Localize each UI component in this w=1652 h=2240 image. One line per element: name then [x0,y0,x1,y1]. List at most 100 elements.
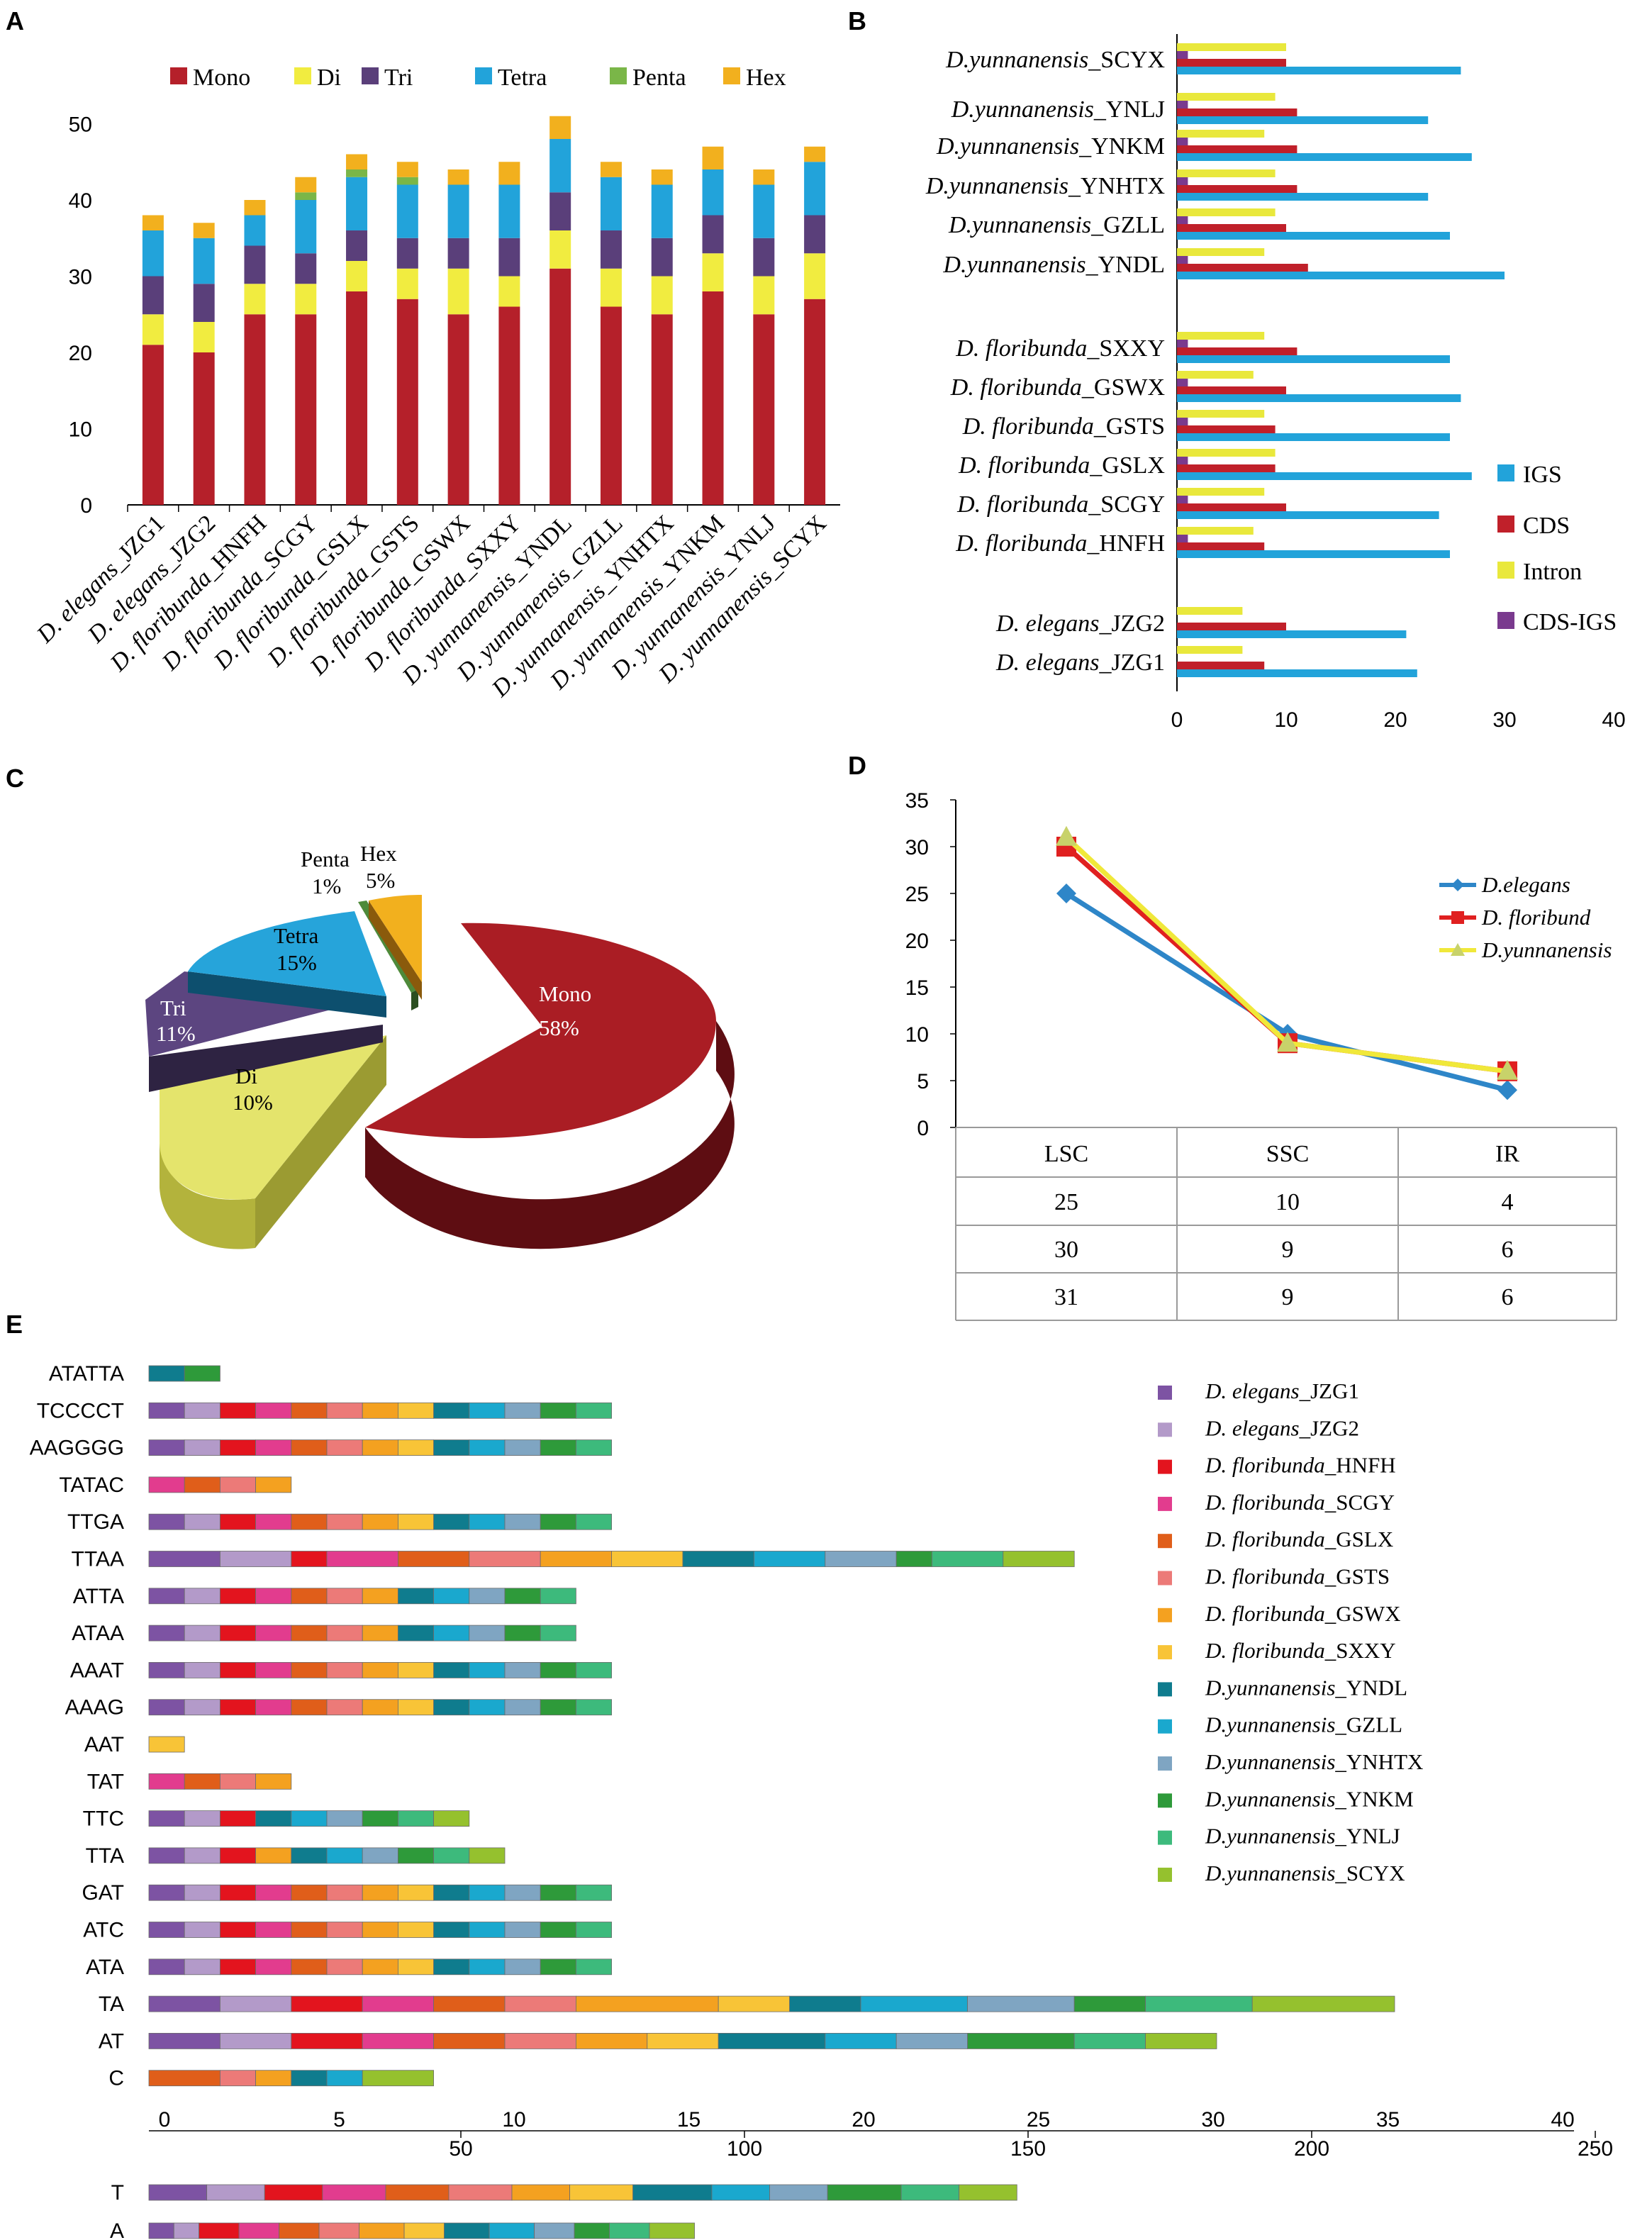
e-bar-aaag-d-floribunda-hnfh [219,1699,256,1716]
a-bar-di-d-floribunda-hnfh [244,284,266,315]
e-bar-ataa-d-elegans-jzg2 [184,1625,221,1642]
a-bar-hex-d-floribunda-gslx [346,154,368,169]
d-legend-label-d-yunnanensis: D.yunnanensis [1481,937,1612,962]
b-bar-cds-d-yunnanensis-ynkm [1177,145,1297,153]
a-bar-di-d-floribunda-sxxy [498,276,520,307]
e-legend-label-d-elegans-jzg2: D. elegans_JZG2 [1205,1415,1359,1440]
e-bar-atta-d-yunnanensis-ynlj [540,1588,576,1605]
e-bar-ttaa-d-floribunda-gswx [540,1551,613,1567]
e-legend-swatch-d-elegans-jzg1 [1158,1386,1172,1400]
b-bar-igs-d-floribunda-gslx [1177,472,1472,480]
e-bar-t-d-floribunda-gswx [511,2184,570,2201]
a-bar-tri-d-floribunda-scgy [295,253,317,284]
d-marker-d-elegans-2 [1497,1080,1517,1101]
a-legend-label-tri: Tri [384,65,413,91]
d-marker-d-elegans-0 [1056,884,1076,903]
a-bar-di-d-floribunda-gslx [346,261,368,291]
e-row-label-at: AT [99,2029,124,2053]
b-bar-intron-d-yunnanensis-ynhtx [1177,169,1276,177]
e-bar-c-d-floribunda-gslx [148,2070,221,2087]
e-row-label-ataa: ATAA [72,1622,124,1645]
e-top-x-tick-20: 20 [852,2108,875,2132]
e-bar-ataa-d-yunnanensis-yndl [398,1625,435,1642]
b-bar-cds-igs-d-yunnanensis-ynkm [1177,138,1188,145]
e-bar-atc-d-yunnanensis-yndl [433,1922,470,1938]
a-bar-tri-d-floribunda-gsts [396,238,418,269]
e-bar-aaat-d-yunnanensis-gzll [469,1661,506,1678]
e-bar-a-d-yunnanensis-ynhtx [534,2222,575,2239]
e-bar-ata-d-floribunda-scgy [255,1958,292,1976]
e-bar-ata-d-yunnanensis-yndl [433,1958,470,1976]
e-bar-gat-d-yunnanensis-ynkm [540,1884,576,1901]
e-bar-gat-d-elegans-jzg1 [148,1884,185,1901]
e-bar-aaag-d-floribunda-gswx [362,1699,398,1716]
e-top-x-tick-15: 15 [677,2108,701,2132]
a-legend-swatch-hex [723,67,740,84]
e-bar-t-d-floribunda-scgy [322,2184,386,2201]
e-bar-ttga-d-floribunda-gslx [291,1513,328,1530]
e-top-x-tick-10: 10 [502,2108,525,2132]
e-bar-ttc-d-yunnanensis-yndl [255,1810,292,1827]
e-legend-swatch-d-floribunda-sxxy [1158,1645,1172,1660]
pie-slice-mono-side [365,1021,735,1249]
e-legend-swatch-d-yunnanensis-ynkm [1158,1793,1172,1808]
e-row-label-tcccct: TCCCCT [37,1399,124,1422]
a-bar-tetra-d-floribunda-hnfh [244,215,266,246]
e-bar-gat-d-elegans-jzg2 [184,1884,221,1901]
e-bar-tta-d-yunnanensis-gzll [326,1847,363,1864]
b-legend-swatch-intron [1497,562,1514,579]
e-bar-atc-d-floribunda-gsts [326,1922,363,1938]
a-bar-tetra-d-floribunda-scgy [295,200,317,254]
b-y-label-d-yunnanensis-scyx: D.yunnanensis_SCYX [945,47,1165,73]
d-y-tick-20: 20 [905,930,929,953]
pie-label-hex-pct: 5% [366,868,395,893]
e-bar-aaat-d-yunnanensis-yndl [433,1661,470,1678]
e-legend-label-d-floribunda-gswx: D. floribunda_GSWX [1205,1601,1401,1626]
e-bar-aaat-d-yunnanensis-ynlj [576,1661,613,1678]
b-bar-igs-d-floribunda-gsts [1177,433,1450,441]
e-bar-aaat-d-elegans-jzg1 [148,1661,185,1678]
e-bar-atc-d-yunnanensis-gzll [469,1922,506,1938]
a-bar-mono-d-floribunda-hnfh [244,314,266,505]
d-table-header-lsc: LSC [1044,1141,1088,1167]
e-bar-at-d-floribunda-gslx [433,2032,506,2049]
b-bar-cds-d-floribunda-scgy [1177,503,1286,511]
e-row-label-t: T [111,2181,124,2205]
e-bar-atc-d-yunnanensis-ynkm [540,1922,576,1938]
e-bar-at-d-yunnanensis-gzll [825,2032,897,2049]
b-y-label-d-floribunda-gslx: D. floribunda_GSLX [958,452,1165,479]
b-bar-cds-d-floribunda-gslx [1177,464,1276,472]
e-bar-atc-d-yunnanensis-ynlj [576,1922,613,1938]
e-legend-label-d-floribunda-gsts: D. floribunda_GSTS [1205,1564,1390,1589]
e-bar-ttc-d-floribunda-hnfh [219,1810,256,1827]
e-bar-tat-d-floribunda-gswx [255,1773,292,1790]
a-bar-penta-d-floribunda-gsts [396,177,418,185]
b-legend-swatch-cds-igs [1497,612,1514,629]
e-bar-ttaa-d-yunnanensis-scyx [1003,1551,1075,1567]
a-bar-di-d-elegans-jzg2 [193,322,215,352]
a-bar-tetra-d-elegans-jzg1 [142,230,164,277]
e-bar-tcccct-d-elegans-jzg2 [184,1402,221,1419]
e-bar-atc-d-elegans-jzg1 [148,1922,185,1938]
e-bar-aaag-d-floribunda-sxxy [398,1699,435,1716]
a-bar-mono-d-floribunda-sxxy [498,306,520,505]
pie-slice-penta-side [411,989,418,1010]
e-bar-c-d-floribunda-gsts [219,2070,256,2087]
e-bar-aaat-d-elegans-jzg2 [184,1661,221,1678]
a-bar-tetra-d-floribunda-gswx [447,184,469,238]
e-row-label-tat: TAT [87,1770,124,1793]
b-bar-igs-d-elegans-jzg2 [1177,630,1407,638]
e-bar-a-d-floribunda-hnfh [199,2222,240,2239]
d-table-cell: 6 [1502,1237,1514,1263]
d-table-cell: 30 [1054,1237,1078,1263]
e-bar-t-d-elegans-jzg1 [148,2184,208,2201]
d-table-cell: 31 [1054,1284,1078,1310]
e-bar-ta-d-yunnanensis-ynhtx [967,1995,1075,2012]
e-bar-ataa-d-yunnanensis-ynkm [504,1625,541,1642]
e-row-label-ttga: TTGA [67,1510,124,1534]
panel-label-c: C [6,764,24,793]
a-bar-di-d-yunnanensis-ynhtx [651,276,673,315]
a-y-tick-50: 50 [69,113,92,137]
e-bar-at-d-yunnanensis-yndl [718,2032,826,2049]
e-bar-tta-d-yunnanensis-scyx [469,1847,506,1864]
